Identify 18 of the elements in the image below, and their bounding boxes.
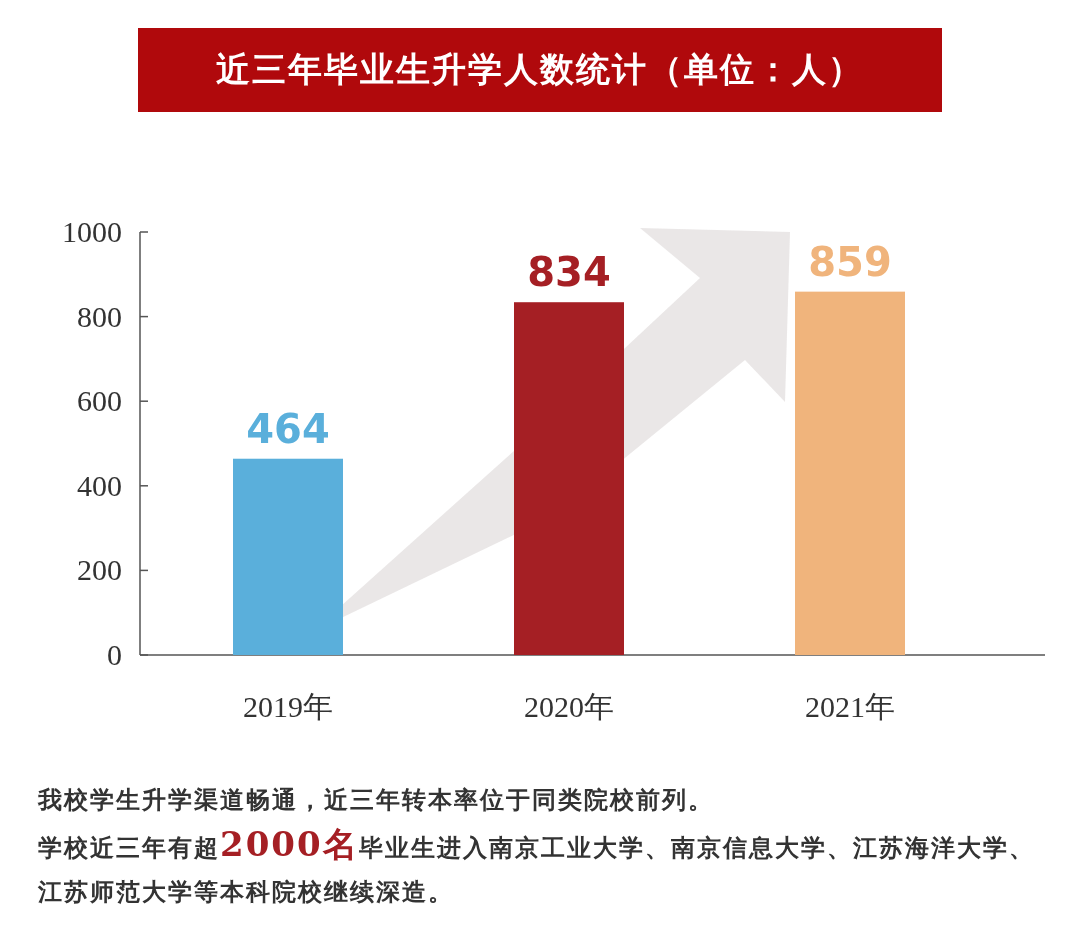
y-tick-label: 1000 bbox=[62, 215, 122, 248]
y-tick-label: 0 bbox=[107, 638, 122, 671]
data-label: 834 bbox=[527, 249, 611, 296]
bar bbox=[795, 291, 905, 655]
x-tick-label: 2019年 bbox=[243, 690, 333, 723]
bar bbox=[233, 458, 343, 655]
data-label: 464 bbox=[246, 405, 330, 452]
y-tick-label: 600 bbox=[77, 384, 122, 418]
chart-title: 近三年毕业生升学人数统计（单位：人） bbox=[138, 28, 942, 112]
x-tick-label: 2021年 bbox=[805, 690, 895, 723]
bar bbox=[514, 302, 624, 655]
y-tick-label: 400 bbox=[77, 468, 122, 502]
x-tick-label: 2020年 bbox=[524, 690, 614, 723]
text: 我校学生升学渠道畅通，近三年转本率位于同类院校前列。 bbox=[38, 785, 715, 816]
y-tick-label: 200 bbox=[77, 553, 122, 587]
y-tick-label: 800 bbox=[77, 299, 122, 333]
text: 学校近三年有超2000名毕业生进入南京工业大学、南京信息大学、江苏海洋大学、江苏师范大学等本科院校继续深造。 bbox=[38, 823, 1036, 908]
data-label: 859 bbox=[808, 238, 892, 285]
